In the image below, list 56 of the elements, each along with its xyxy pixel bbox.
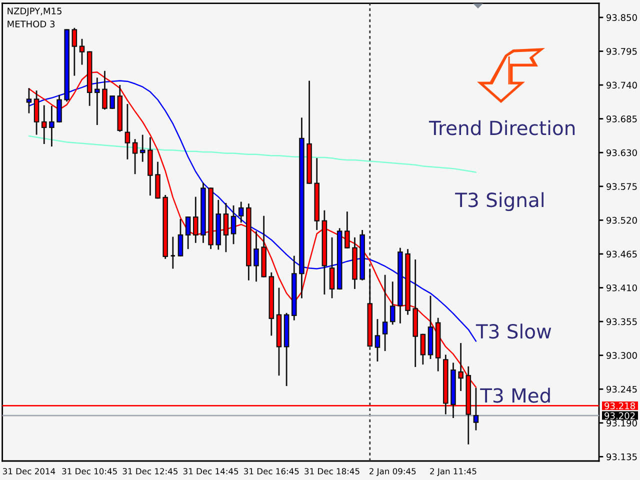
- y-tick-label: 93.520: [606, 216, 637, 224]
- y-tick-label: 93.630: [606, 149, 637, 156]
- candlestick: [124, 103, 130, 160]
- y-tick-label: 93.410: [606, 284, 637, 292]
- series-label: T3 Slow: [476, 324, 552, 339]
- series-label: T3 Signal: [455, 192, 544, 212]
- y-tick-label: 93.685: [606, 116, 637, 122]
- text: METHOD 3: [8, 20, 55, 28]
- line-series: [28, 135, 477, 173]
- candlestick: [223, 202, 229, 253]
- x-tick-label: 31 Dec 2014: [2, 468, 56, 474]
- candlestick: [329, 236, 335, 299]
- candlestick: [390, 280, 396, 326]
- x-tick-label: 31 Dec 16:45: [244, 468, 299, 474]
- candlestick: [155, 161, 160, 200]
- y-tick-label: 93.575: [606, 183, 637, 190]
- candlestick: [34, 90, 40, 136]
- series-label: T3 Med: [480, 388, 550, 403]
- x-tick-label: 2 Jan 11:45: [430, 468, 476, 476]
- candlestick: [110, 94, 115, 110]
- y-tick-label: 93.465: [606, 250, 637, 258]
- x-tick-label: 31 Dec 18:45: [304, 468, 360, 474]
- candlestick: [344, 210, 350, 250]
- y-tick-label: 93.795: [606, 48, 637, 55]
- candlestick: [238, 201, 244, 224]
- candlestick: [140, 134, 146, 162]
- y-tick-label: 93.300: [606, 352, 637, 359]
- candlestick: [193, 196, 198, 244]
- candlestick: [178, 218, 184, 258]
- x-tick-label: 31 Dec 10:45: [62, 468, 117, 474]
- candlestick: [72, 27, 78, 76]
- y-tick-label: 93.135: [606, 453, 637, 460]
- candlestick: [49, 105, 54, 148]
- candlestick: [254, 230, 259, 282]
- y-tick-label: 93.190: [606, 420, 637, 426]
- candlestick: [473, 387, 479, 431]
- x-tick-label: 31 Dec 12:45: [122, 468, 178, 474]
- y-tick-label: 93.245: [606, 386, 637, 393]
- candlestick: [382, 274, 388, 352]
- chart-title: NZDJPY,M15: [8, 8, 62, 16]
- candlestick: [56, 94, 62, 124]
- y-tick-label: 93.740: [606, 82, 637, 89]
- x-tick-label: 2 Jan 09:45: [370, 468, 416, 476]
- candlestick: [132, 138, 138, 175]
- candlestick: [41, 104, 47, 145]
- y-tick-label: 93.355: [606, 318, 637, 326]
- candlestick: [230, 204, 236, 245]
- ref-line-label: 93.202: [604, 412, 635, 420]
- annotation: Trend Direction: [428, 120, 575, 136]
- y-tick-label: 93.850: [606, 14, 637, 21]
- x-tick-label: 31 Dec 14:45: [183, 468, 238, 474]
- candlestick: [374, 318, 380, 362]
- ref-line-label: 93.218: [604, 402, 635, 410]
- candlestick: [185, 216, 191, 250]
- candlestick: [79, 38, 85, 66]
- candlestick: [420, 333, 426, 366]
